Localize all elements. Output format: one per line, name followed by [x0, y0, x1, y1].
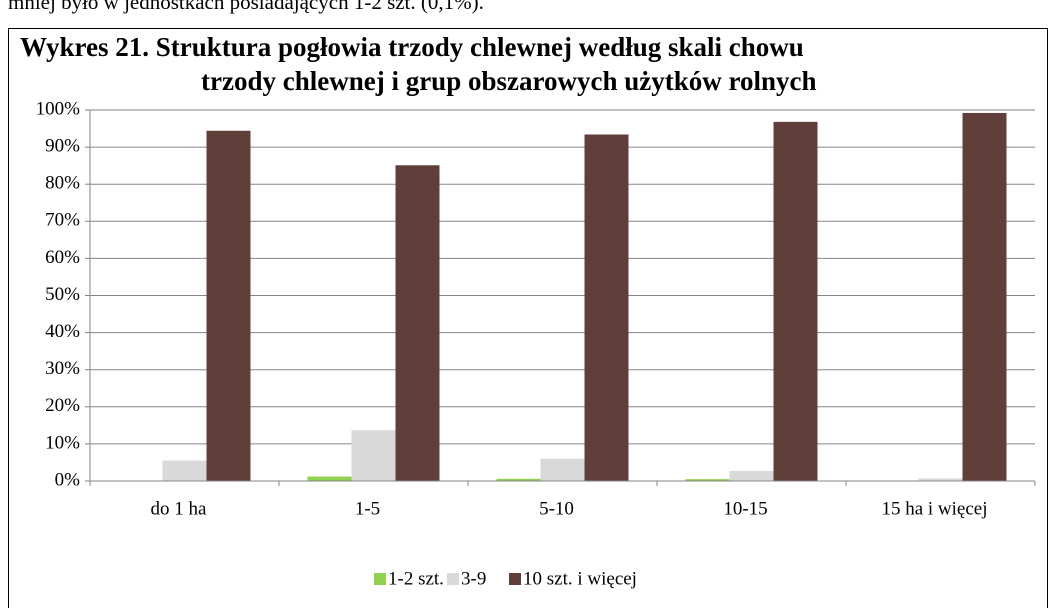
bar — [685, 479, 730, 481]
y-tick-label: 30% — [45, 358, 80, 379]
y-tick-label: 90% — [45, 135, 80, 156]
bar — [395, 165, 440, 482]
legend-label: 1-2 szt. — [388, 568, 444, 589]
context-text: mniej było w jednostkach posiadających 1… — [8, 0, 484, 14]
x-tick-label: 10-15 — [723, 498, 767, 519]
bar — [773, 121, 818, 481]
bar — [496, 478, 541, 481]
bar — [729, 470, 774, 481]
bar — [918, 478, 963, 481]
x-tick-label: do 1 ha — [151, 498, 208, 519]
legend-label: 3-9 — [461, 568, 486, 589]
y-tick-label: 100% — [36, 98, 81, 119]
bar — [307, 476, 352, 481]
bar — [162, 460, 207, 481]
y-tick-label: 20% — [45, 395, 80, 416]
legend-label: 10 szt. i więcej — [523, 568, 637, 589]
x-tick-label: 15 ha i więcej — [881, 498, 987, 519]
y-tick-label: 0% — [55, 469, 81, 490]
bar — [540, 458, 585, 481]
bar — [206, 130, 251, 481]
chart-frame — [8, 28, 1048, 608]
chart-title: Wykres 21. Struktura pogłowia trzody chl… — [20, 32, 804, 62]
bar — [962, 112, 1007, 481]
bar — [584, 134, 629, 481]
y-tick-label: 40% — [45, 321, 80, 342]
y-tick-label: 60% — [45, 247, 80, 268]
y-tick-label: 50% — [45, 284, 80, 305]
chart-title: trzody chlewnej i grup obszarowych użytk… — [201, 66, 817, 96]
legend-swatch — [374, 573, 386, 585]
x-tick-label: 1-5 — [355, 498, 380, 519]
bar — [351, 430, 396, 481]
y-tick-label: 80% — [45, 173, 80, 194]
legend-swatch — [509, 573, 521, 585]
x-tick-label: 5-10 — [539, 498, 574, 519]
y-tick-label: 70% — [45, 210, 80, 231]
y-tick-label: 10% — [45, 432, 80, 453]
legend-swatch — [447, 573, 459, 585]
